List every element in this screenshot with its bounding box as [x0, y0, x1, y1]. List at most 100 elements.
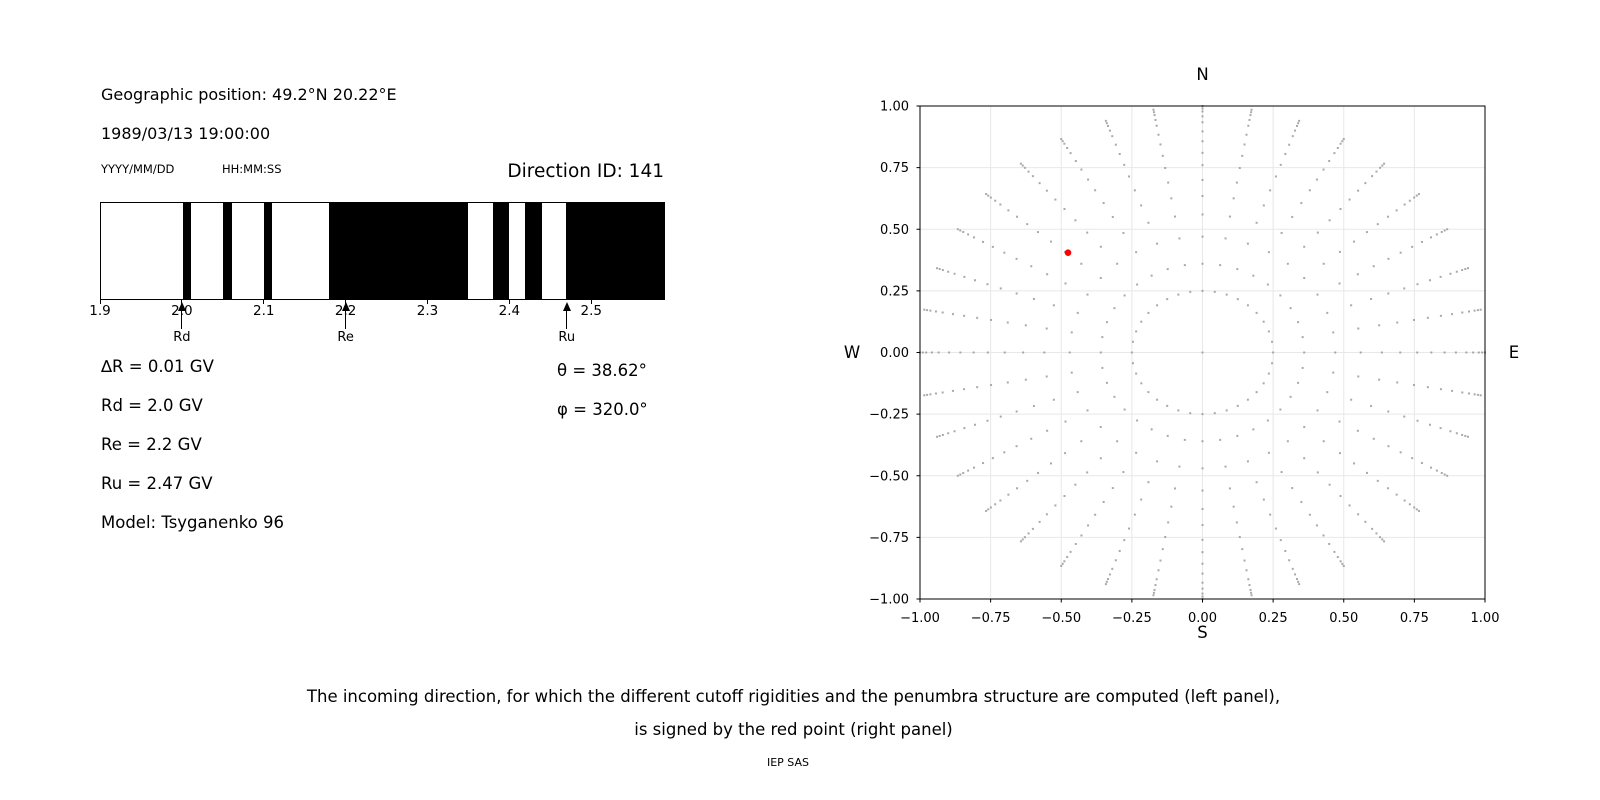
grid-dot [1446, 474, 1449, 477]
grid-dot [1380, 351, 1383, 354]
grid-dot [1298, 583, 1301, 586]
grid-dot [994, 503, 997, 506]
grid-dot [1152, 591, 1155, 594]
grid-dot [1111, 215, 1114, 218]
grid-dot [1201, 151, 1204, 154]
grid-dot [1236, 434, 1239, 437]
grid-dot [1308, 513, 1311, 516]
grid-dot [1045, 375, 1048, 378]
grid-dot [1030, 437, 1033, 440]
grid-dot [1123, 539, 1126, 542]
grid-dot [1461, 391, 1464, 394]
grid-dot [1189, 412, 1192, 415]
grid-dot [1468, 310, 1471, 313]
credit-label: IEP SAS [766, 756, 810, 769]
grid-dot [1416, 351, 1419, 354]
grid-dot [976, 316, 979, 319]
grid-dot [1411, 245, 1414, 248]
grid-dot [1451, 389, 1454, 392]
grid-dot [1201, 524, 1204, 527]
grid-dot [1357, 327, 1360, 330]
grid-dot [972, 466, 975, 469]
grid-dot [1328, 542, 1331, 545]
grid-dot [1315, 178, 1318, 181]
marker-label: Rd [173, 330, 191, 345]
grid-dot [1107, 578, 1110, 581]
grid-dot [1201, 194, 1204, 197]
param-re: Re = 2.2 GV [101, 435, 202, 454]
grid-dot [1328, 160, 1331, 163]
grid-dot [1430, 236, 1433, 239]
grid-dot [1461, 311, 1464, 314]
grid-dot [1416, 283, 1419, 286]
grid-dot [1328, 219, 1331, 222]
grid-dot [1174, 215, 1177, 218]
grid-dot [976, 386, 979, 389]
grid-dot [1045, 189, 1048, 192]
grid-dot [1063, 142, 1066, 145]
grid-dot [921, 351, 924, 354]
grid-dot [1069, 550, 1072, 553]
grid-dot [1101, 336, 1104, 339]
grid-dot [1370, 405, 1373, 408]
grid-dot [990, 318, 993, 321]
grid-dot [1245, 569, 1248, 572]
grid-dot [1123, 294, 1126, 297]
grid-dot [1289, 307, 1292, 310]
grid-dot [1308, 189, 1311, 192]
grid-dot [1136, 283, 1139, 286]
grid-dot [1481, 351, 1484, 354]
grid-dot [1477, 351, 1480, 354]
marker-arrow [181, 310, 183, 329]
grid-dot [1286, 262, 1289, 265]
grid-dot [1364, 182, 1367, 185]
grid-dot [1297, 381, 1300, 384]
grid-dot [1150, 274, 1153, 277]
grid-dot [1274, 527, 1277, 530]
grid-dot [1213, 412, 1216, 415]
grid-dot [1395, 493, 1398, 496]
grid-dot [1166, 434, 1169, 437]
grid-dot [1356, 429, 1359, 432]
grid-dot [1301, 366, 1304, 369]
grid-dot [999, 203, 1002, 206]
grid-dot [1403, 499, 1406, 502]
grid-dot [1280, 471, 1283, 474]
grid-dot [1348, 504, 1351, 507]
grid-dot [1356, 273, 1359, 276]
grid-dot [1102, 500, 1105, 503]
grid-dot [1455, 432, 1458, 435]
forbidden-band [525, 203, 542, 299]
grid-dot [1269, 513, 1272, 516]
grid-dot [1271, 362, 1274, 365]
grid-dot [963, 427, 966, 430]
grid-dot [1243, 559, 1246, 562]
grid-dot [1024, 378, 1027, 381]
grid-dot [1019, 162, 1022, 165]
grid-dot [1174, 487, 1177, 490]
grid-dot [1026, 479, 1029, 482]
grid-dot [1403, 415, 1406, 418]
grid-dot [1114, 143, 1117, 146]
grid-dot [1164, 167, 1167, 170]
forbidden-band [492, 203, 509, 299]
grid-dot [1247, 124, 1250, 127]
grid-dot [951, 389, 954, 392]
param-rd: Rd = 2.0 GV [101, 396, 203, 415]
grid-dot [1333, 152, 1336, 155]
x-tick-label: 0.00 [1188, 611, 1217, 626]
grid-dot [1262, 204, 1265, 207]
grid-dot [1153, 114, 1156, 117]
grid-dot [986, 419, 989, 422]
grid-dot [1326, 311, 1329, 314]
compass-label-east: E [1509, 343, 1519, 362]
y-tick-label: 1.00 [880, 100, 909, 115]
grid-dot [1387, 445, 1390, 448]
grid-dot [1050, 462, 1053, 465]
grid-dot [1417, 509, 1420, 512]
grid-dot [1099, 425, 1102, 428]
grid-dot [1339, 142, 1342, 145]
grid-dot [1201, 587, 1204, 590]
grid-dot [1007, 209, 1010, 212]
grid-dot [1019, 540, 1022, 543]
